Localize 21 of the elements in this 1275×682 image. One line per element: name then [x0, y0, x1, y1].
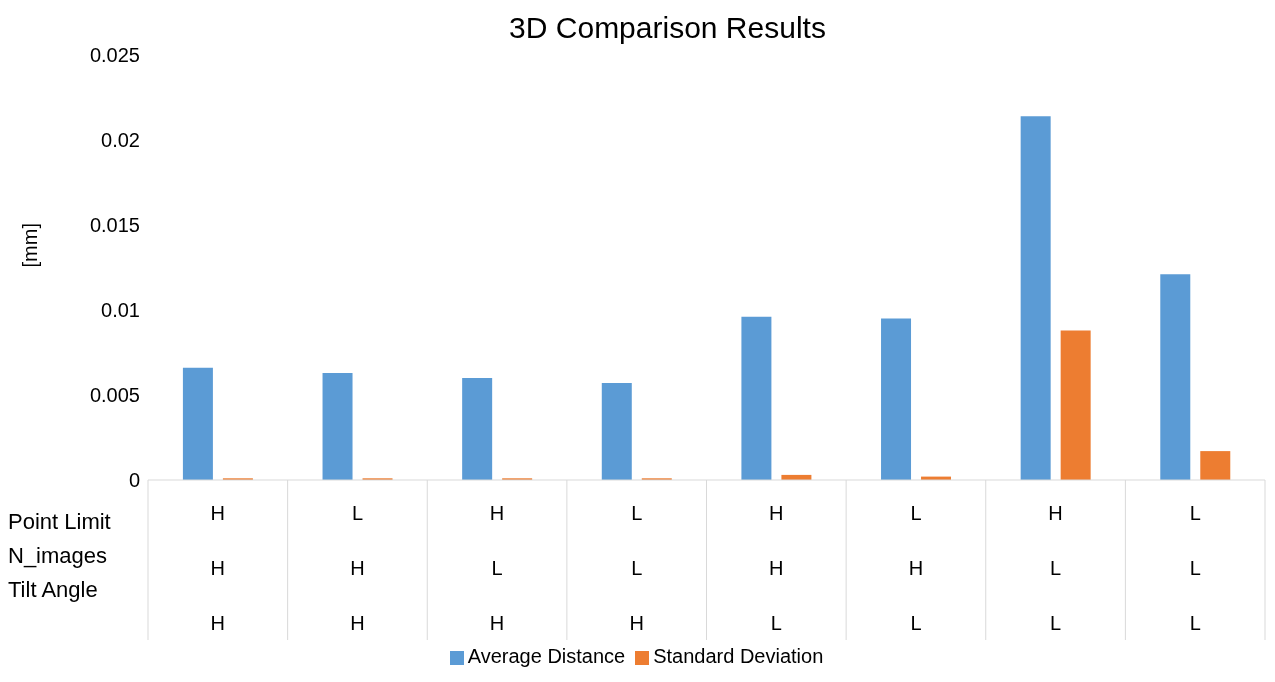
y-axis-title: [mm] [19, 223, 42, 268]
y-tick-label: 0.01 [101, 299, 140, 322]
category-label: H L L [1048, 502, 1063, 635]
y-tick-label: 0 [128, 469, 140, 492]
category-label: H L H [489, 502, 505, 635]
legend-label: Average Distance [467, 645, 626, 667]
y-tick-label: 0.02 [101, 129, 140, 152]
text: Point Limit [8, 508, 111, 536]
y-tick-label: 0.025 [89, 44, 140, 67]
category-label: H H H [210, 502, 226, 635]
y-tick-label: 0.005 [89, 384, 140, 407]
category-label: L H L [908, 502, 924, 635]
chart-title: 3D Comparison Results [509, 11, 826, 44]
text: N_images [8, 542, 108, 570]
category-label: L H H [350, 502, 365, 635]
category-label: L L L [1189, 502, 1201, 635]
y-tick-label: 0.015 [89, 214, 140, 237]
category-label: H H L [769, 502, 784, 635]
category-label: L L H [629, 502, 644, 635]
legend-label: Standard Deviation [653, 645, 824, 667]
text: Tilt Angle [8, 576, 98, 604]
